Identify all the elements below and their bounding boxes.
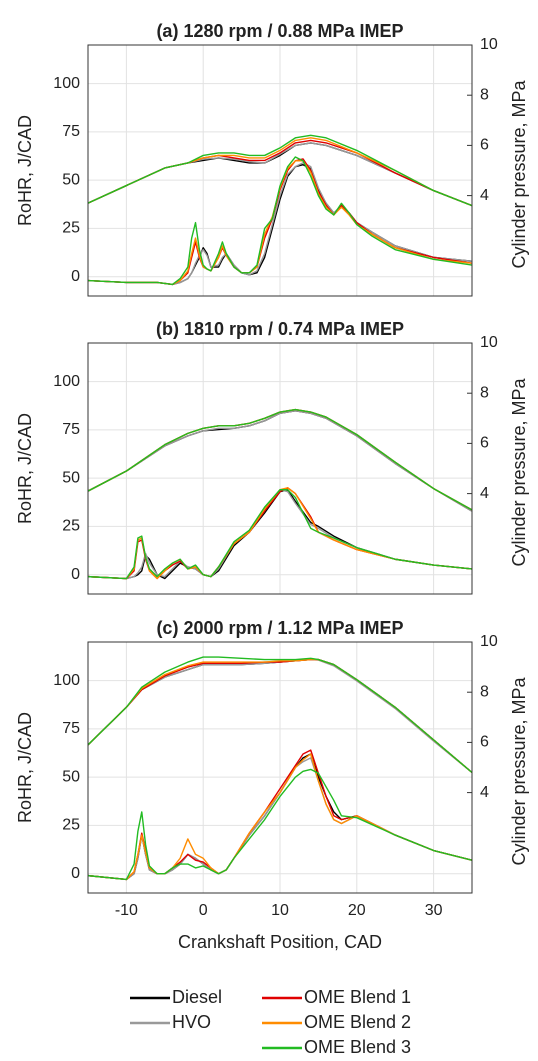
y-tick-label: 100: [53, 373, 80, 390]
y-tick-label: 25: [62, 220, 80, 237]
y-tick-label: 50: [62, 469, 80, 486]
pressure-line: [88, 410, 472, 512]
y-axis-label: RoHR, J/CAD: [15, 413, 35, 524]
y-tick-label: 0: [71, 268, 80, 285]
y-tick-label: 75: [62, 123, 80, 140]
y2-tick-label: 10: [480, 36, 498, 53]
y-tick-label: 100: [53, 672, 80, 689]
y-axis-label: RoHR, J/CAD: [15, 712, 35, 823]
y-axis-label: RoHR, J/CAD: [15, 115, 35, 226]
rohr-line: [88, 768, 472, 881]
series-group: [88, 134, 472, 286]
y2-axis-label: Cylinder pressure, MPa: [509, 676, 529, 865]
chart-title: (b) 1810 rpm / 0.74 MPa IMEP: [156, 319, 404, 339]
y2-tick-label: 8: [480, 683, 489, 700]
y2-tick-label: 6: [480, 137, 489, 154]
x-axis-label: Crankshaft Position, CAD: [178, 932, 382, 952]
y2-tick-label: 10: [480, 633, 498, 650]
pressure-line: [88, 134, 472, 207]
rohr-line: [88, 156, 472, 286]
y2-tick-label: 4: [480, 187, 489, 204]
series-group: [88, 408, 472, 580]
x-tick-label: 10: [271, 902, 289, 919]
y-tick-label: 50: [62, 171, 80, 188]
legend-label: OME Blend 2: [304, 1012, 411, 1032]
y2-tick-label: 4: [480, 784, 489, 801]
x-tick-label: 20: [348, 902, 366, 919]
chart-title: (a) 1280 rpm / 0.88 MPa IMEP: [156, 21, 403, 41]
y-tick-label: 50: [62, 768, 80, 785]
y-tick-label: 75: [62, 421, 80, 438]
y-tick-label: 0: [71, 566, 80, 583]
y-tick-label: 100: [53, 75, 80, 92]
pressure-line: [88, 408, 472, 511]
legend-label: OME Blend 1: [304, 987, 411, 1007]
plot-frame: [87, 342, 473, 595]
y2-tick-label: 8: [480, 384, 489, 401]
plot-frame: [87, 44, 473, 297]
legend-label: HVO: [172, 1012, 211, 1032]
y-tick-label: 25: [62, 518, 80, 535]
legend-label: OME Blend 3: [304, 1037, 411, 1057]
x-tick-label: -10: [115, 902, 138, 919]
plot-frame: [87, 641, 473, 894]
y2-tick-label: 6: [480, 734, 489, 751]
x-tick-label: 0: [199, 902, 208, 919]
y2-axis-label: Cylinder pressure, MPa: [509, 79, 529, 268]
y2-tick-label: 6: [480, 435, 489, 452]
legend-label: Diesel: [172, 987, 222, 1007]
pressure-line: [88, 656, 472, 774]
y-tick-label: 25: [62, 817, 80, 834]
chart-title: (c) 2000 rpm / 1.12 MPa IMEP: [156, 618, 403, 638]
x-tick-label: 30: [425, 902, 443, 919]
series-group: [88, 656, 472, 881]
y2-axis-label: Cylinder pressure, MPa: [509, 377, 529, 566]
y2-tick-label: 4: [480, 485, 489, 502]
y-tick-label: 0: [71, 865, 80, 882]
y-tick-label: 75: [62, 720, 80, 737]
y2-tick-label: 8: [480, 86, 489, 103]
rohr-line: [88, 489, 472, 580]
y2-tick-label: 10: [480, 334, 498, 351]
